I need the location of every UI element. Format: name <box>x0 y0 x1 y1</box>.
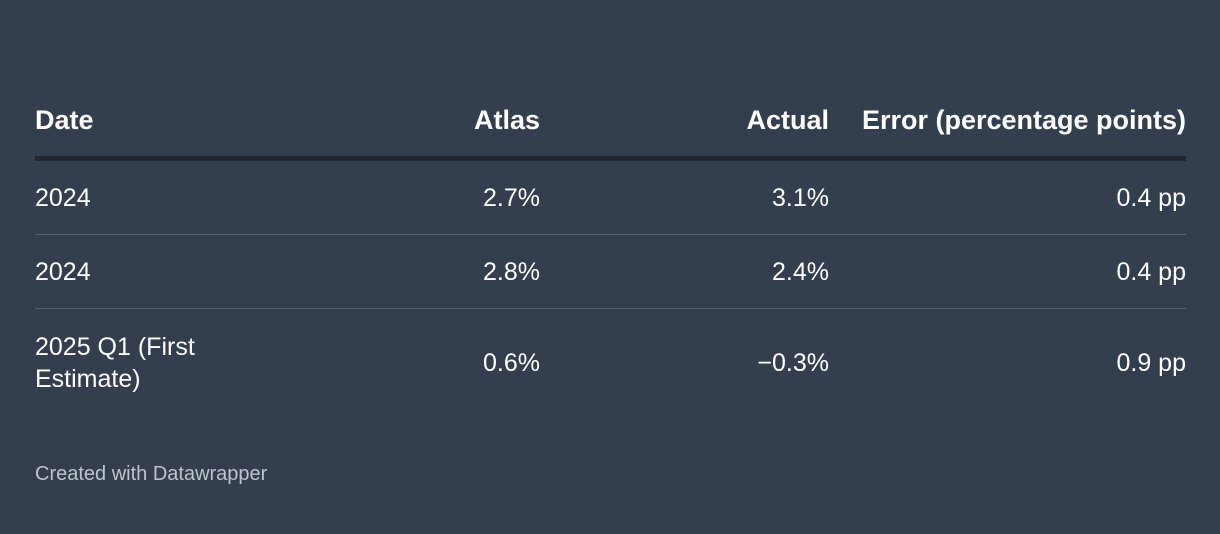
table-row: 2025 Q1 (First Estimate) 0.6% −0.3% 0.9 … <box>35 309 1186 417</box>
cell-actual: 2.4% <box>772 257 829 286</box>
column-header-error: Error (percentage points) <box>861 105 1186 135</box>
cell-date: 2025 Q1 (First Estimate) <box>35 333 195 393</box>
column-header-atlas: Atlas <box>473 105 540 135</box>
cell-error: 0.9 pp <box>1116 349 1186 377</box>
column-header-actual: Actual <box>746 105 829 135</box>
table-row: 2024 2.8% 2.4% 0.4 pp <box>35 235 1186 309</box>
data-table: Date Atlas Actual Error (percentage poin… <box>35 70 1186 417</box>
cell-error: 0.4 pp <box>1116 183 1186 212</box>
column-header-date: Date <box>35 105 94 135</box>
attribution-footer: Created with Datawrapper <box>35 463 268 485</box>
cell-date: 2024 <box>35 257 91 286</box>
cell-actual: −0.3% <box>757 349 829 377</box>
cell-atlas: 0.6% <box>483 349 540 377</box>
table-row: 2024 2.7% 3.1% 0.4 pp <box>35 161 1186 235</box>
cell-atlas: 2.7% <box>483 183 540 212</box>
cell-error: 0.4 pp <box>1116 257 1186 286</box>
cell-atlas: 2.8% <box>483 257 540 286</box>
header-divider <box>35 156 1186 161</box>
cell-date: 2024 <box>35 183 91 212</box>
table-header-row: Date Atlas Actual Error (percentage poin… <box>35 70 1186 156</box>
cell-actual: 3.1% <box>772 183 829 212</box>
